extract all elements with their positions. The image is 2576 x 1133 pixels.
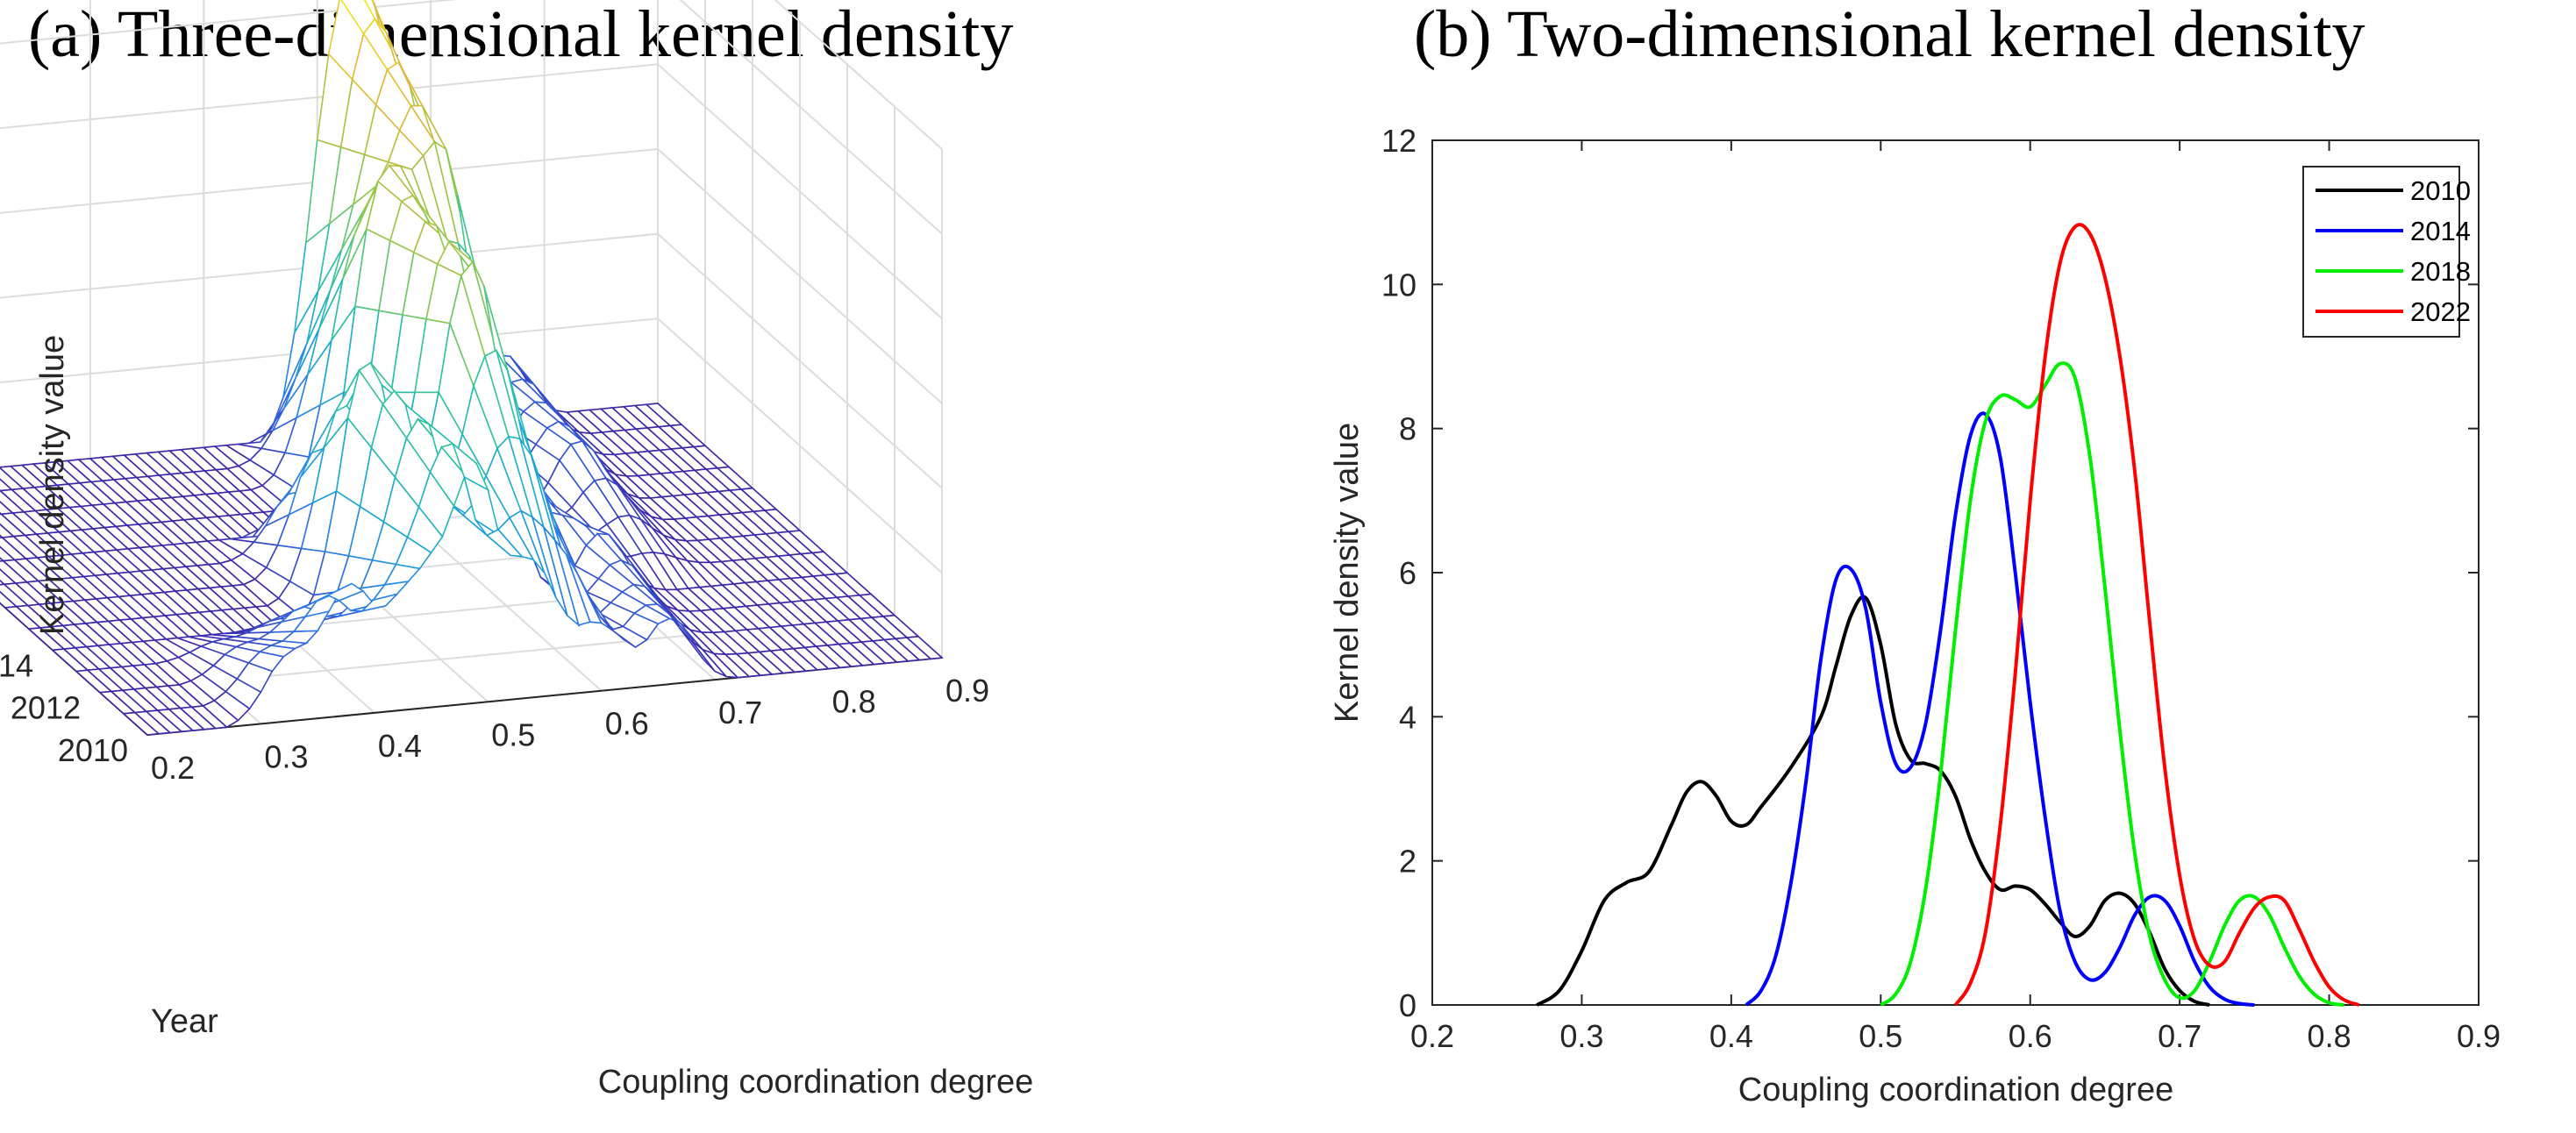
panel-b-xtick-label: 0.9 <box>2457 1018 2501 1054</box>
series-line-2018 <box>1880 361 2344 1007</box>
legend-label-2018: 2018 <box>2410 256 2471 287</box>
legend-box <box>2302 166 2460 338</box>
panel-a-3d-surface-chart: 02468101220102012201420162018202020220.2… <box>0 0 1033 1101</box>
panel-a-title: (a) Three-dimensional kernel density <box>28 0 1013 71</box>
panel-a-zlabel: Kernel density value <box>34 335 71 635</box>
panel-a-xlabel: Coupling coordination degree <box>598 1064 1033 1101</box>
series-line-2022 <box>1953 223 2360 1007</box>
panel-b-ytick-label: 8 <box>1399 411 1416 447</box>
panel-b-xtick-label: 0.2 <box>1410 1018 1454 1054</box>
panel-a-ytick-label: 2014 <box>0 647 33 683</box>
panel-a-surface <box>0 0 944 736</box>
panel-a-ytick-label: 2010 <box>58 732 128 768</box>
panel-b-xtick-label: 0.7 <box>2158 1018 2201 1054</box>
panel-b-ytick-label: 12 <box>1381 123 1416 159</box>
series-line-2010 <box>1536 595 2210 1007</box>
panel-a-xtick-label: 0.9 <box>945 673 989 709</box>
panel-b-series-lines <box>1536 223 2360 1007</box>
series-line-2014 <box>1745 411 2255 1007</box>
legend-label-2010: 2010 <box>2410 175 2471 206</box>
panel-b-ylabel: Kernel density value <box>1329 423 1366 723</box>
panel-b-xtick-label: 0.4 <box>1709 1018 1753 1054</box>
legend-label-2014: 2014 <box>2410 216 2471 246</box>
panel-a-ticks: 02468101220102012201420162018202020220.2… <box>0 647 989 786</box>
panel-b-legend: 2010 2014 2018 2022 <box>2302 166 2471 338</box>
panel-a-ytick-label: 2012 <box>11 690 81 726</box>
panel-b-ytick-label: 6 <box>1399 555 1416 591</box>
panel-a-xtick-label: 0.4 <box>378 728 422 764</box>
panel-a-xtick-label: 0.3 <box>264 738 308 774</box>
panel-b-ytick-label: 2 <box>1399 844 1416 880</box>
panel-b-ticks: 0.2 0.3 0.4 0.5 0.6 0.7 0.8 0.9 0 2 4 6 8 10 12 <box>1381 123 2501 1054</box>
panel-b-xlabel: Coupling coordination degree <box>1738 1072 2173 1108</box>
panel-a-xtick-label: 0.7 <box>718 695 762 730</box>
legend-label-2022: 2022 <box>2410 296 2471 327</box>
panel-b-xtick-label: 0.3 <box>1559 1018 1603 1054</box>
panel-a-xtick-label: 0.5 <box>491 716 535 752</box>
panel-a-ylabel: Year <box>151 1003 218 1040</box>
panel-a-xtick-label: 0.2 <box>151 750 195 786</box>
panel-b-ytick-label: 10 <box>1381 267 1416 303</box>
panel-b-xtick-label: 0.5 <box>1859 1018 1902 1054</box>
panel-a-xtick-label: 0.6 <box>605 706 649 742</box>
panel-b-ytick-label: 4 <box>1399 699 1416 735</box>
panel-b-title: (b) Two-dimensional kernel density <box>1414 0 2365 71</box>
panel-b-xtick-label: 0.6 <box>2009 1018 2052 1054</box>
surface-face <box>905 635 944 660</box>
panel-b-ytick-label: 0 <box>1399 987 1416 1023</box>
panel-a-xtick-label: 0.8 <box>832 684 876 720</box>
panel-b-xtick-label: 0.8 <box>2308 1018 2351 1054</box>
